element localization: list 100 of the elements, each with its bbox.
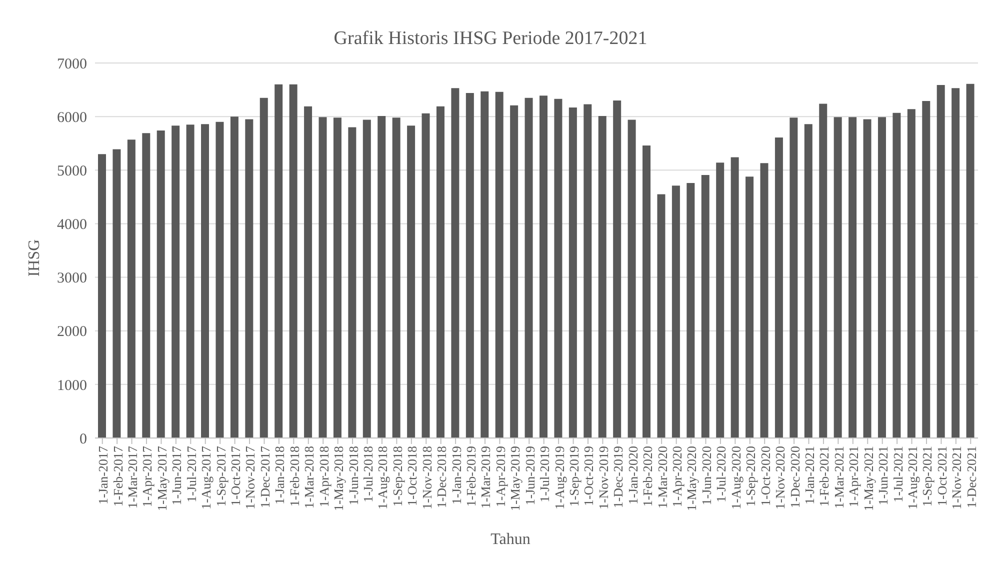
x-tick-label: 1-Dec-2020 xyxy=(787,446,802,508)
bar xyxy=(730,157,739,438)
bar xyxy=(848,117,857,438)
bar xyxy=(245,119,254,438)
x-tick-label: 1-Sep-2017 xyxy=(213,446,228,507)
bar xyxy=(524,98,533,438)
bar xyxy=(966,84,974,438)
bar xyxy=(378,116,386,438)
y-tick-label: 3000 xyxy=(57,270,87,287)
bar xyxy=(746,176,754,438)
bar xyxy=(598,116,606,438)
x-tick-label: 1-Jun-2019 xyxy=(522,446,538,506)
x-tick-label: 1-Apr-2019 xyxy=(492,446,508,508)
bar xyxy=(907,109,916,438)
x-tick-label: 1-Aug-2021 xyxy=(905,446,920,510)
bar xyxy=(613,100,622,438)
x-tick-label: 1-Aug-2017 xyxy=(198,446,214,510)
bar xyxy=(480,91,489,438)
x-tick-label: 1-Jan-2020 xyxy=(625,446,640,504)
bar xyxy=(466,93,474,438)
bar xyxy=(922,101,930,438)
x-tick-label: 1-Feb-2019 xyxy=(464,446,479,507)
x-axis-title: Tahun xyxy=(490,531,532,549)
x-tick-label: 1-May-2017 xyxy=(154,446,170,511)
bar xyxy=(701,174,710,438)
x-tick-label: 1-Sep-2019 xyxy=(566,446,582,507)
bar xyxy=(274,84,283,438)
bar xyxy=(156,130,165,438)
bar xyxy=(436,106,444,438)
x-tick-label: 1-Jan-2018 xyxy=(272,446,288,504)
x-tick-label: 1-Nov-2021 xyxy=(949,446,964,510)
bar xyxy=(863,119,872,438)
bar xyxy=(407,126,416,438)
y-tick-label: 1000 xyxy=(57,378,87,394)
x-tick-label: 1-Mar-2021 xyxy=(831,446,846,509)
x-tick-label: 1-Dec-2018 xyxy=(434,446,450,508)
y-tick-label: 4000 xyxy=(57,217,87,234)
bar xyxy=(568,107,577,438)
bar xyxy=(878,117,886,438)
bar xyxy=(686,183,695,438)
x-tick-label: 1-Aug-2019 xyxy=(552,446,567,510)
bar xyxy=(142,133,150,438)
x-tick-label: 1-Nov-2019 xyxy=(596,446,611,510)
x-tick-label: 1-Sep-2020 xyxy=(743,446,758,507)
bar xyxy=(584,104,592,438)
bar xyxy=(936,84,945,438)
x-tick-label: 1-May-2019 xyxy=(508,446,523,511)
x-tick-label: 1-Jul-2019 xyxy=(537,446,552,502)
x-tick-label: 1-Feb-2017 xyxy=(110,446,126,507)
x-tick-label: 1-Mar-2020 xyxy=(654,446,670,509)
x-tick-label: 1-Aug-2018 xyxy=(375,446,390,510)
bar xyxy=(672,186,680,438)
x-tick-label: 1-Jan-2017 xyxy=(96,446,111,504)
chart-title: Grafik Historis IHSG Periode 2017-2021 xyxy=(332,28,648,50)
x-tick-label: 1-Dec-2019 xyxy=(610,446,626,508)
x-tick-label: 1-Jun-2021 xyxy=(876,446,891,506)
x-tick-label: 1-Feb-2018 xyxy=(286,446,302,507)
bar xyxy=(172,126,180,438)
x-tick-label: 1-Oct-2019 xyxy=(581,446,596,506)
bar xyxy=(318,117,327,438)
bar xyxy=(540,96,548,438)
bar xyxy=(495,92,504,438)
x-tick-label: 1-Aug-2020 xyxy=(728,446,744,510)
x-tick-label: 1-Mar-2019 xyxy=(478,446,494,509)
y-axis-title: IHSG xyxy=(26,239,44,277)
bar xyxy=(392,118,400,438)
bar xyxy=(628,120,636,438)
bar xyxy=(834,117,842,438)
bar xyxy=(760,163,768,438)
x-tick-label: 1-May-2020 xyxy=(684,446,700,511)
x-tick-label: 1-Apr-2021 xyxy=(846,446,862,508)
x-tick-label: 1-Jun-2017 xyxy=(169,446,184,506)
x-tick-label: 1-Nov-2017 xyxy=(242,446,258,510)
bar xyxy=(952,88,960,438)
bar xyxy=(804,124,812,438)
y-tick-label: 5000 xyxy=(57,163,87,180)
x-tick-label: 1-Nov-2018 xyxy=(419,446,434,510)
bar xyxy=(716,162,724,438)
x-tick-label: 1-Jan-2019 xyxy=(448,446,464,504)
x-tick-label: 1-Dec-2021 xyxy=(964,446,979,508)
x-tick-label: 1-Dec-2017 xyxy=(257,446,272,508)
bar xyxy=(642,146,651,438)
bar xyxy=(348,127,356,438)
x-tick-label: 1-May-2018 xyxy=(331,446,346,511)
x-tick-label: 1-Mar-2017 xyxy=(125,446,140,509)
bar xyxy=(260,98,268,438)
x-tick-label: 1-Oct-2018 xyxy=(404,446,420,506)
bar xyxy=(127,140,136,438)
x-tick-label: 1-Mar-2018 xyxy=(302,446,317,509)
bar xyxy=(819,104,828,438)
bar xyxy=(201,124,210,438)
x-tick-label: 1-Feb-2020 xyxy=(640,446,656,507)
bar xyxy=(304,106,312,438)
bar xyxy=(333,118,342,438)
x-tick-label: 1-Feb-2021 xyxy=(816,446,832,507)
bar xyxy=(186,124,194,438)
x-tick-label: 1-Jul-2018 xyxy=(360,446,376,502)
x-tick-label: 1-May-2021 xyxy=(860,446,876,511)
x-tick-label: 1-Apr-2020 xyxy=(670,446,685,508)
bar xyxy=(774,137,783,438)
